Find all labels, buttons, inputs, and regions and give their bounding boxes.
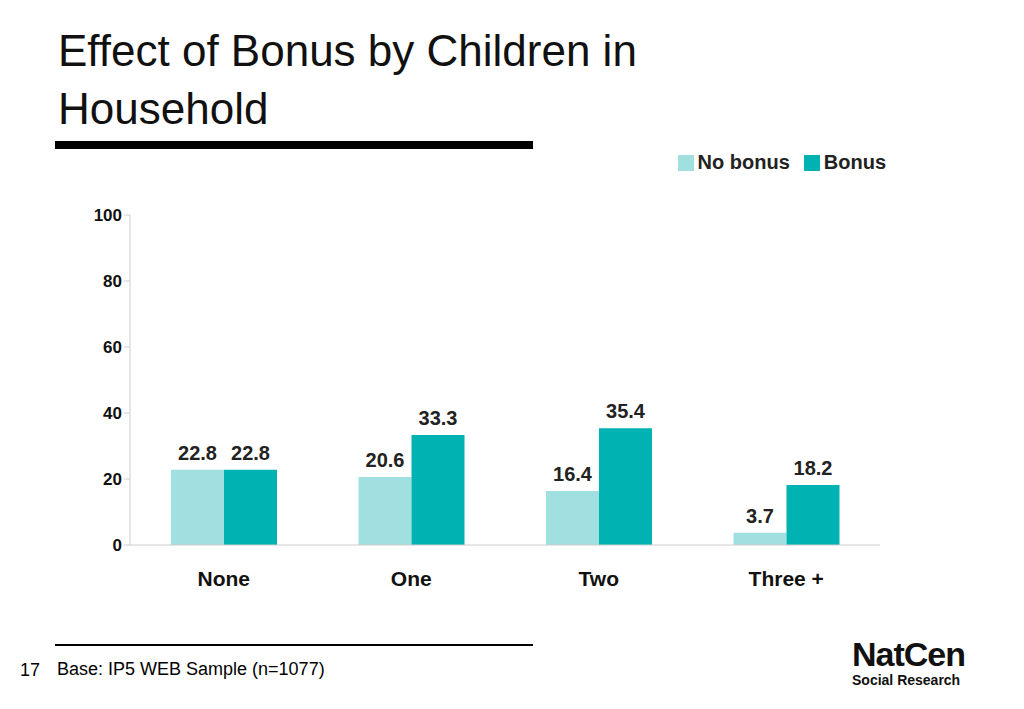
svg-text:35.4: 35.4: [606, 400, 646, 422]
html-text:Bonus: Bonus: [823, 151, 886, 173]
html-text:Social Research: Social Research: [852, 672, 961, 688]
svg-text:Three +: Three +: [749, 567, 824, 590]
html-text:Effect of Bonus by Children in: Effect of Bonus by Children in Household: [58, 26, 637, 133]
svg-text:One: One: [391, 567, 432, 590]
html-text:17: 17: [20, 660, 40, 680]
html-text:No bonus: No bonus: [697, 151, 790, 173]
svg-text:80: 80: [103, 272, 122, 291]
svg-text:22.8: 22.8: [231, 442, 270, 464]
svg-text:20.6: 20.6: [366, 449, 405, 471]
html-text:NatCen: NatCen: [852, 635, 965, 673]
svg-text:22.8: 22.8: [178, 442, 217, 464]
svg-text:None: None: [198, 567, 251, 590]
svg-text:3.7: 3.7: [746, 505, 774, 527]
svg-text:33.3: 33.3: [419, 407, 458, 429]
svg-text:16.4: 16.4: [553, 463, 593, 485]
svg-text:60: 60: [103, 338, 122, 357]
svg-text:100: 100: [94, 206, 122, 225]
html-text:Base: IP5 WEB Sample (n=1077): Base: IP5 WEB Sample (n=1077): [57, 659, 325, 679]
svg-text:0: 0: [113, 536, 122, 555]
svg-text:40: 40: [103, 404, 122, 423]
svg-text:20: 20: [103, 470, 122, 489]
svg-text:Two: Two: [579, 567, 619, 590]
svg-text:18.2: 18.2: [794, 457, 833, 479]
